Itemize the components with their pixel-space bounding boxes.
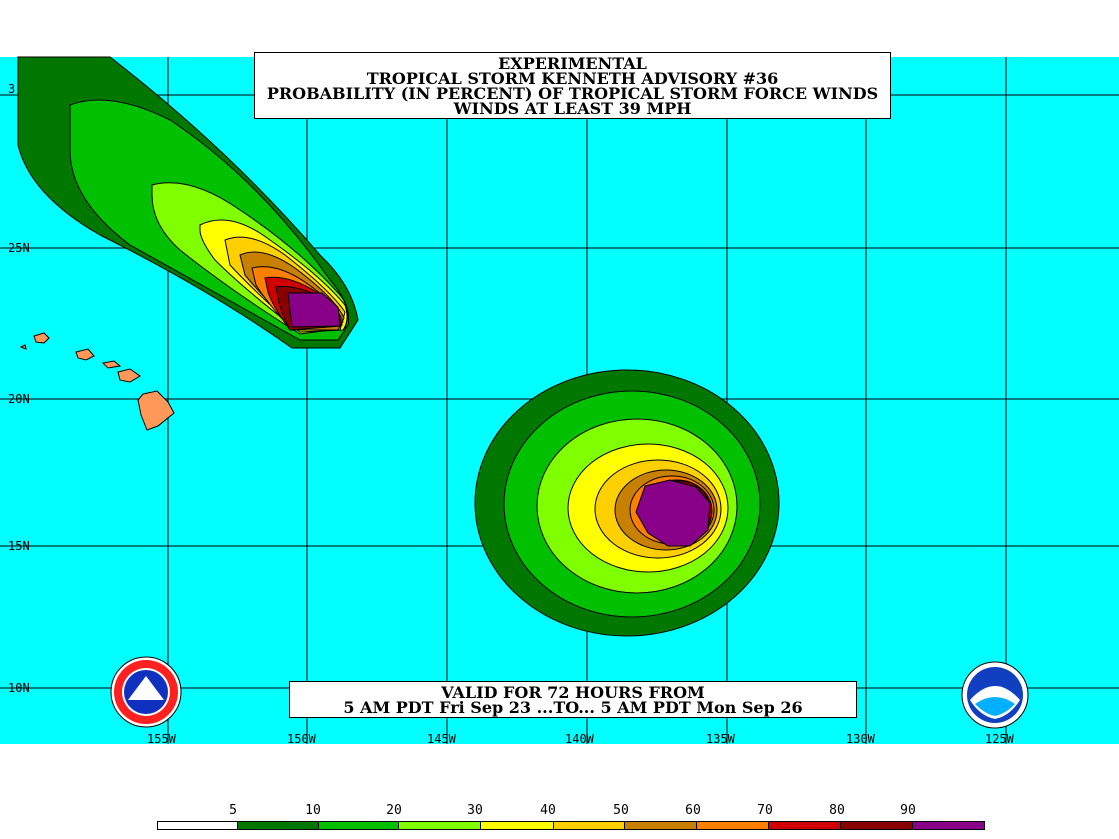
legend-value: 50 bbox=[613, 803, 629, 818]
lon-label: 145W bbox=[427, 732, 456, 746]
legend-swatch bbox=[768, 821, 841, 830]
lat-label: 25N bbox=[8, 241, 30, 255]
legend-swatch bbox=[912, 821, 985, 830]
lon-label: 150W bbox=[287, 732, 316, 746]
south-probability-swath bbox=[474, 369, 780, 637]
lon-label: 135W bbox=[706, 732, 735, 746]
lon-label: 140W bbox=[565, 732, 594, 746]
lat-label: 20N bbox=[8, 392, 30, 406]
nws-logo bbox=[110, 656, 182, 728]
legend-swatch bbox=[480, 821, 554, 830]
title-line-4: WINDS AT LEAST 39 MPH bbox=[453, 99, 692, 118]
legend-value: 80 bbox=[829, 803, 845, 818]
legend-value: 10 bbox=[305, 803, 321, 818]
valid-line-2: 5 AM PDT Fri Sep 23 ...TO... 5 AM PDT Mo… bbox=[343, 698, 803, 717]
title-line-1: EXPERIMENTAL bbox=[498, 54, 647, 73]
title-box: EXPERIMENTAL TROPICAL STORM KENNETH ADVI… bbox=[254, 52, 891, 119]
legend-swatch bbox=[553, 821, 625, 830]
title-line-3: PROBABILITY (IN PERCENT) OF TROPICAL STO… bbox=[266, 84, 879, 103]
lat-label: 3 bbox=[8, 82, 16, 96]
valid-line-1: VALID FOR 72 HOURS FROM bbox=[441, 683, 705, 702]
legend-swatch bbox=[157, 821, 238, 830]
lat-label: 10N bbox=[8, 681, 30, 695]
lat-label: 15N bbox=[8, 539, 30, 553]
legend-swatch bbox=[398, 821, 481, 830]
hawaiian-islands bbox=[19, 332, 175, 431]
legend-value: 5 bbox=[229, 803, 237, 818]
north-probability-swath bbox=[17, 56, 359, 349]
legend-swatch bbox=[318, 821, 399, 830]
legend-value: 30 bbox=[467, 803, 483, 818]
legend-swatch bbox=[624, 821, 697, 830]
title-line-2: TROPICAL STORM KENNETH ADVISORY #36 bbox=[366, 69, 779, 88]
lon-label: 130W bbox=[846, 732, 875, 746]
legend-value: 60 bbox=[685, 803, 701, 818]
noaa-logo bbox=[961, 661, 1029, 729]
lon-label: 155W bbox=[147, 732, 176, 746]
lon-label: 125W bbox=[985, 732, 1014, 746]
legend-value: 90 bbox=[900, 803, 916, 818]
legend-value: 70 bbox=[757, 803, 773, 818]
legend-value: 20 bbox=[386, 803, 402, 818]
legend-value: 40 bbox=[540, 803, 556, 818]
legend-swatch bbox=[237, 821, 319, 830]
legend-swatch bbox=[696, 821, 769, 830]
legend-swatch bbox=[840, 821, 913, 830]
valid-time-box: VALID FOR 72 HOURS FROM 5 AM PDT Fri Sep… bbox=[289, 681, 857, 718]
